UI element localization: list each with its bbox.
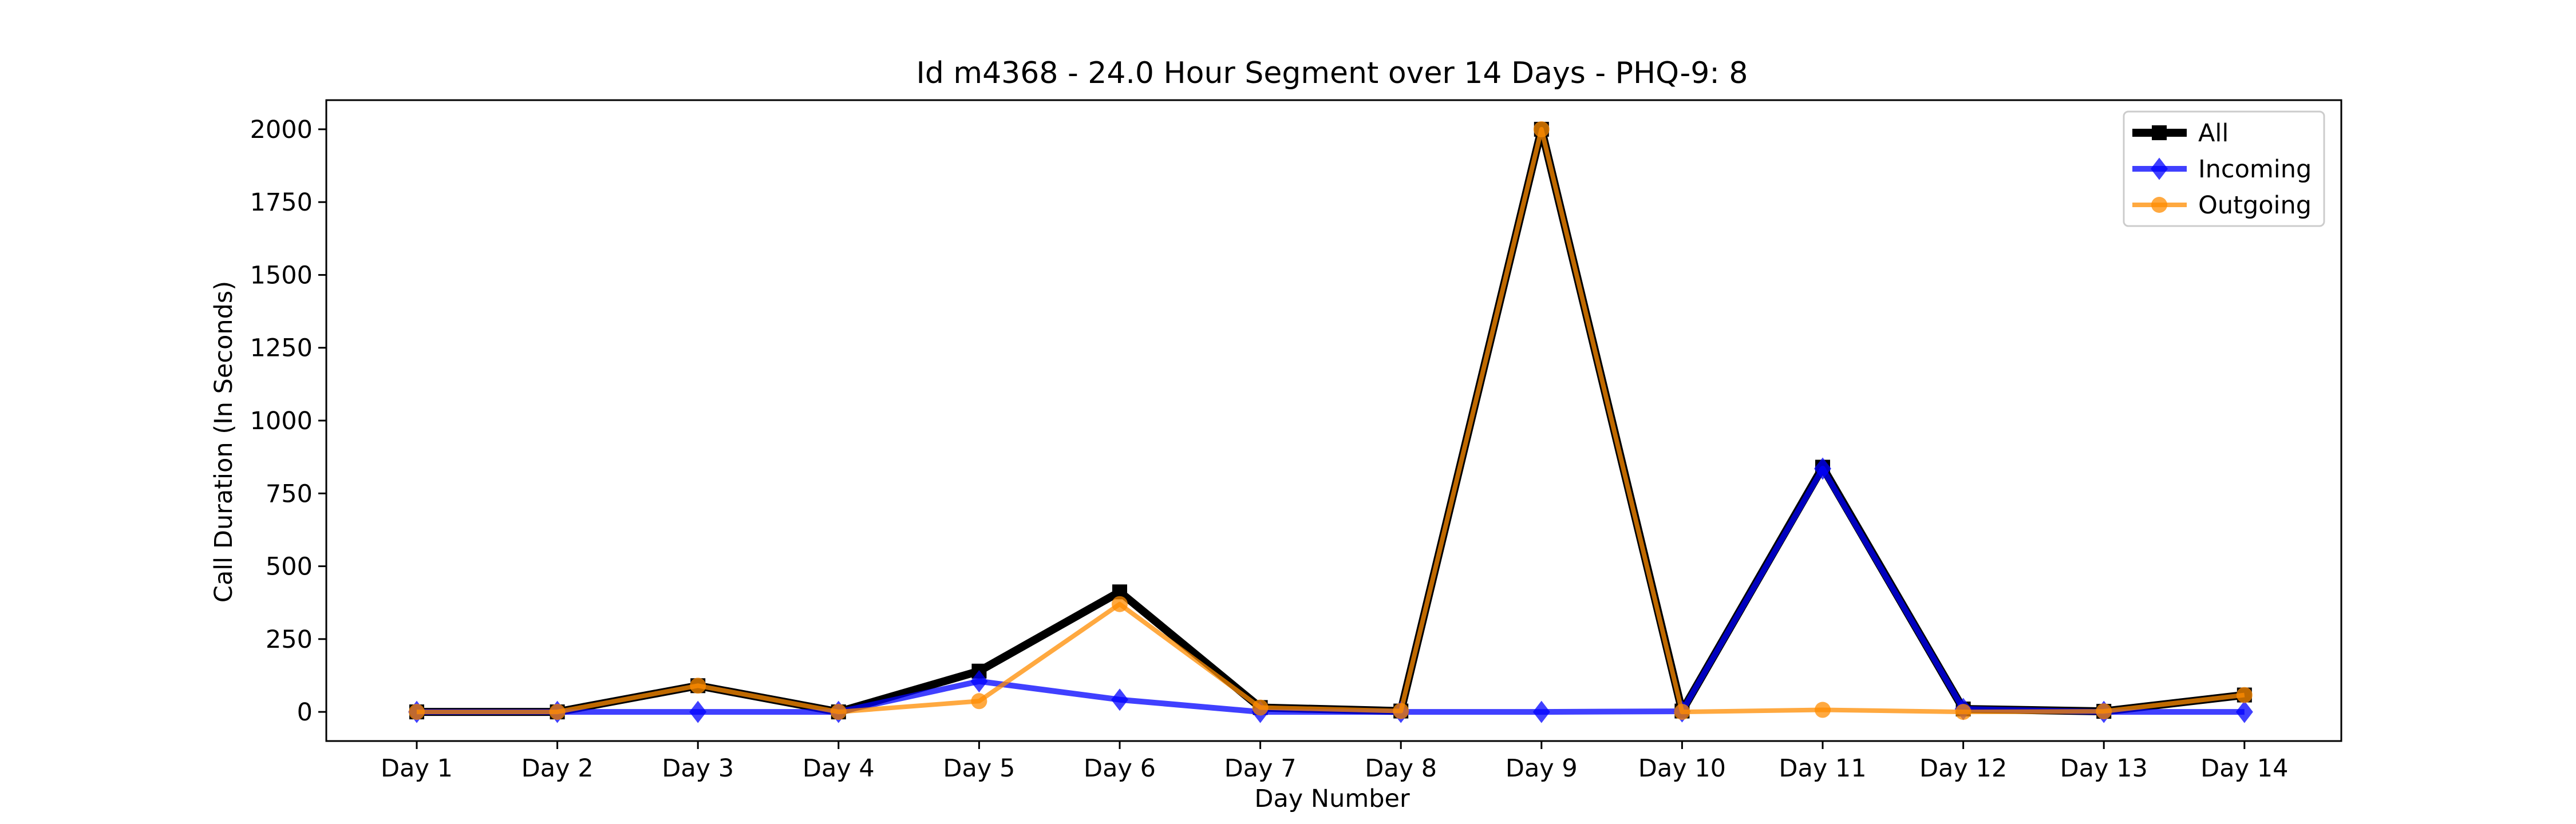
x-tick-label: Day 12 bbox=[1919, 754, 2007, 783]
legend-label-incoming: Incoming bbox=[2198, 155, 2312, 184]
x-tick-label: Day 1 bbox=[381, 754, 453, 783]
x-tick-label: Day 7 bbox=[1224, 754, 1297, 783]
chart-title: Id m4368 - 24.0 Hour Segment over 14 Day… bbox=[916, 56, 1748, 90]
legend-marker-outgoing bbox=[2151, 197, 2167, 213]
legend-label-outgoing: Outgoing bbox=[2198, 191, 2312, 220]
series-line-incoming bbox=[417, 466, 2245, 715]
data-point-outgoing bbox=[1533, 121, 1550, 137]
y-tick-label: 0 bbox=[297, 698, 313, 727]
data-point-outgoing bbox=[1815, 702, 1831, 718]
x-tick-label: Day 13 bbox=[2060, 754, 2148, 783]
x-tick-label: Day 6 bbox=[1084, 754, 1156, 783]
x-tick-label: Day 14 bbox=[2200, 754, 2288, 783]
legend-item-incoming: Incoming bbox=[2132, 155, 2312, 184]
data-point-outgoing bbox=[2236, 687, 2253, 703]
data-point-outgoing bbox=[971, 693, 987, 710]
data-point-outgoing bbox=[1674, 704, 1690, 720]
x-tick-label: Day 8 bbox=[1365, 754, 1437, 783]
y-tick-label: 1500 bbox=[250, 261, 313, 290]
y-axis-label: Call Duration (In Seconds) bbox=[210, 281, 238, 603]
x-tick-label: Day 2 bbox=[521, 754, 594, 783]
x-tick-label: Day 10 bbox=[1638, 754, 1726, 783]
data-point-outgoing bbox=[830, 704, 847, 720]
data-point-incoming bbox=[1814, 457, 1831, 480]
legend-marker-all bbox=[2152, 125, 2167, 140]
legend-box bbox=[2123, 110, 2325, 227]
data-point-incoming bbox=[970, 670, 988, 693]
data-point-incoming bbox=[689, 700, 707, 723]
data-point-outgoing bbox=[1112, 596, 1128, 612]
y-tick-label: 1750 bbox=[250, 188, 313, 217]
y-tick-label: 2000 bbox=[250, 116, 313, 144]
data-point-outgoing bbox=[549, 704, 566, 720]
data-point-outgoing bbox=[1955, 704, 1971, 720]
y-tick-label: 750 bbox=[266, 480, 313, 508]
legend-marker-incoming bbox=[2151, 157, 2168, 180]
data-point-outgoing bbox=[690, 678, 706, 694]
data-point-outgoing bbox=[409, 704, 425, 720]
y-tick-label: 1250 bbox=[250, 334, 313, 363]
data-point-outgoing bbox=[1252, 699, 1269, 716]
legend-item-all: All bbox=[2132, 119, 2229, 148]
y-tick-label: 1000 bbox=[250, 407, 313, 435]
plot-area: 0 250 500 750 1000 1250 1500 1750 2000 Day 1 Day 2… bbox=[250, 99, 2342, 783]
data-point-outgoing bbox=[1393, 703, 1409, 719]
data-point-incoming bbox=[2235, 700, 2253, 723]
legend-item-outgoing: Outgoing bbox=[2132, 191, 2312, 220]
x-tick-label: Day 9 bbox=[1506, 754, 1578, 783]
x-axis-label: Day Number bbox=[1254, 785, 1410, 813]
x-tick-label: Day 3 bbox=[662, 754, 734, 783]
legend-label-all: All bbox=[2198, 119, 2229, 148]
x-tick-label: Day 11 bbox=[1779, 754, 1866, 783]
data-point-incoming bbox=[1111, 688, 1128, 711]
data-point-outgoing bbox=[2096, 703, 2112, 720]
y-tick-label: 250 bbox=[266, 625, 313, 654]
series-outgoing bbox=[409, 121, 2253, 720]
y-tick-label: 500 bbox=[266, 553, 313, 581]
x-tick-label: Day 5 bbox=[943, 754, 1015, 783]
x-tick-label: Day 4 bbox=[803, 754, 875, 783]
legend: All Incoming Outgoing bbox=[2123, 110, 2325, 227]
data-point-incoming bbox=[1532, 700, 1550, 723]
series-line-outgoing bbox=[417, 126, 2245, 715]
